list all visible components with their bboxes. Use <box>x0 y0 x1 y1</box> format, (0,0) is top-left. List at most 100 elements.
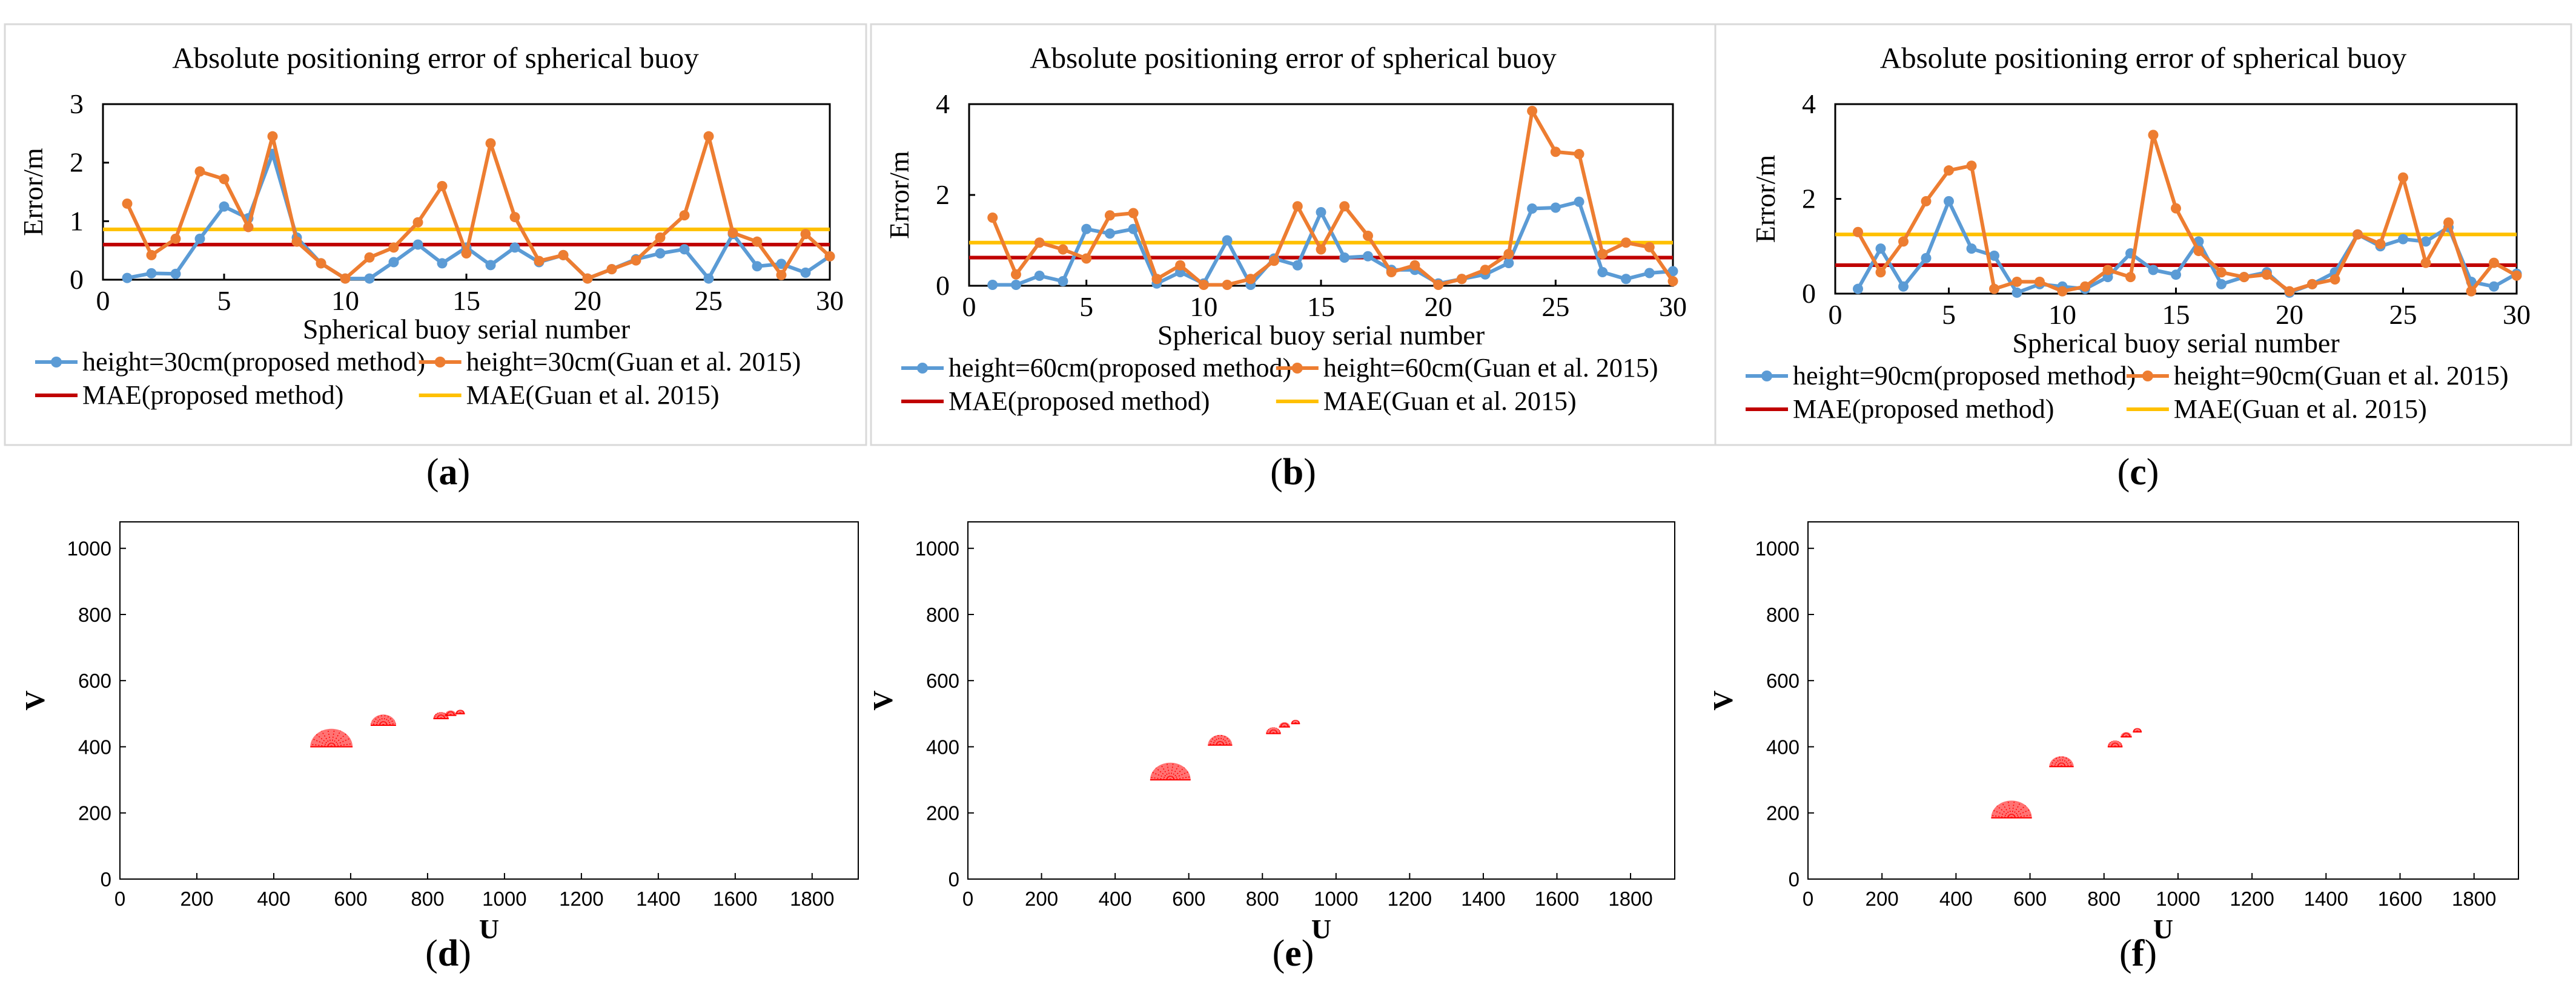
data-point-proposed <box>2489 281 2499 292</box>
data-point-guan <box>219 174 230 185</box>
panel-label-e: (e) <box>1273 933 1314 974</box>
x-tick-label: 600 <box>1172 888 1205 910</box>
data-point-proposed <box>388 257 399 268</box>
y-tick-label: 4 <box>1802 88 1816 119</box>
data-point-guan <box>461 248 472 259</box>
buoy-dot-ray <box>312 738 332 748</box>
buoy-dot-ray <box>2050 762 2062 767</box>
y-tick-label: 200 <box>926 802 959 825</box>
y-tick-label: 400 <box>1766 736 1800 758</box>
x-tick-label: 400 <box>1939 888 1973 910</box>
buoy-projection <box>2049 756 2074 768</box>
data-point-proposed <box>987 280 998 290</box>
data-point-proposed <box>703 273 714 284</box>
panel-label-open: ( <box>1273 933 1285 974</box>
buoy-dome <box>310 728 353 747</box>
data-point-proposed <box>1644 268 1655 278</box>
data-point-guan <box>146 249 157 260</box>
legend-label: MAE(proposed method) <box>949 386 1210 416</box>
data-point-proposed <box>1104 228 1115 239</box>
data-point-proposed <box>752 261 763 272</box>
buoy-projection <box>455 710 465 714</box>
x-tick-label: 20 <box>574 285 601 316</box>
legend-label: height=30cm(Guan et al. 2015) <box>466 347 801 377</box>
panel-label-close: ) <box>2147 452 2159 493</box>
x-tick-label: 1000 <box>482 888 526 910</box>
data-point-guan <box>1574 149 1584 159</box>
panel-label-letter: a <box>439 452 458 493</box>
legend-item-proposed: height=60cm(proposed method) <box>901 353 1291 383</box>
y-tick-label: 800 <box>78 604 111 626</box>
x-axis-label: U <box>2153 914 2173 944</box>
data-point-guan <box>1921 196 1932 206</box>
legend-item-guan: height=30cm(Guan et al. 2015) <box>419 347 801 377</box>
data-point-proposed <box>800 267 811 278</box>
data-point-guan <box>1667 276 1678 286</box>
data-point-guan <box>412 217 423 228</box>
y-tick-label: 1000 <box>67 538 111 560</box>
y-axis-label: Error/m <box>1750 154 1781 243</box>
panel-label-letter: f <box>2132 933 2145 974</box>
data-point-proposed <box>437 258 448 269</box>
x-tick-label: 20 <box>2276 299 2303 330</box>
y-tick-label: 600 <box>78 670 111 692</box>
data-point-guan <box>2102 265 2113 275</box>
x-tick-label: 5 <box>217 285 231 316</box>
y-tick-label: 1 <box>70 205 84 236</box>
line-chart-a: Absolute positioning error of spherical … <box>4 23 867 446</box>
data-point-guan <box>679 210 690 221</box>
y-tick-label: 600 <box>1766 670 1800 692</box>
scatter-chart-e: 0 200 400 600 800 1000 0 200 400 600 800 1000 1200 14… <box>867 521 1675 944</box>
data-point-guan <box>2125 272 2136 283</box>
y-tick-label: 0 <box>1789 868 1800 891</box>
data-point-guan <box>2080 281 2090 292</box>
data-point-proposed <box>1010 280 1021 290</box>
data-point-guan <box>800 229 811 240</box>
buoy-dot-ray <box>434 715 442 719</box>
buoy-dot-ray <box>2049 765 2062 768</box>
x-axis-label: Spherical buoy serial number <box>303 314 630 344</box>
x-axis-label: Spherical buoy serial number <box>1157 320 1485 351</box>
data-point-guan <box>1503 249 1514 259</box>
x-tick-label: 10 <box>331 285 359 316</box>
buoy-dome <box>1208 734 1233 745</box>
x-tick-label: 200 <box>180 888 213 910</box>
x-tick-label: 800 <box>1246 888 1279 910</box>
x-tick-label: 1800 <box>1608 888 1652 910</box>
data-point-proposed <box>1128 223 1139 234</box>
data-point-guan <box>1550 147 1561 157</box>
buoy-dot-ray <box>1151 771 1171 780</box>
x-tick-label: 1000 <box>2156 888 2200 910</box>
buoy-dot-ray <box>1155 767 1171 780</box>
data-point-proposed <box>122 272 133 283</box>
x-tick-label: 600 <box>334 888 367 910</box>
chart-title: Absolute positioning error of spherical … <box>1880 41 2407 74</box>
data-point-proposed <box>485 260 496 271</box>
data-point-guan <box>752 236 763 247</box>
y-tick-label: 800 <box>926 604 959 626</box>
data-point-guan <box>2466 286 2477 297</box>
buoy-projection <box>310 728 353 748</box>
data-point-guan <box>2489 257 2499 268</box>
buoy-dot-ray <box>321 730 332 747</box>
data-point-guan <box>2148 130 2159 140</box>
legend-marker <box>917 363 928 374</box>
data-point-guan <box>2171 203 2181 214</box>
panel-label-b: (b) <box>1270 452 1316 493</box>
x-tick-label: 0 <box>1829 299 1843 330</box>
data-point-proposed <box>1222 235 1233 246</box>
data-point-guan <box>2193 246 2204 257</box>
y-tick-label: 1000 <box>915 538 959 560</box>
buoy-dot-ray <box>1170 771 1189 780</box>
data-point-guan <box>2262 269 2272 280</box>
x-tick-label: 1600 <box>1535 888 1579 910</box>
data-point-proposed <box>1081 223 1092 234</box>
x-tick-label: 0 <box>1803 888 1813 910</box>
panel-label-close: ) <box>2144 933 2157 974</box>
x-tick-label: 1600 <box>713 888 757 910</box>
data-point-guan <box>243 222 254 232</box>
buoy-dot-ray <box>383 717 392 726</box>
panel-label-a: (a) <box>426 452 470 493</box>
data-point-guan <box>987 213 998 223</box>
panel-frame <box>870 23 1717 446</box>
